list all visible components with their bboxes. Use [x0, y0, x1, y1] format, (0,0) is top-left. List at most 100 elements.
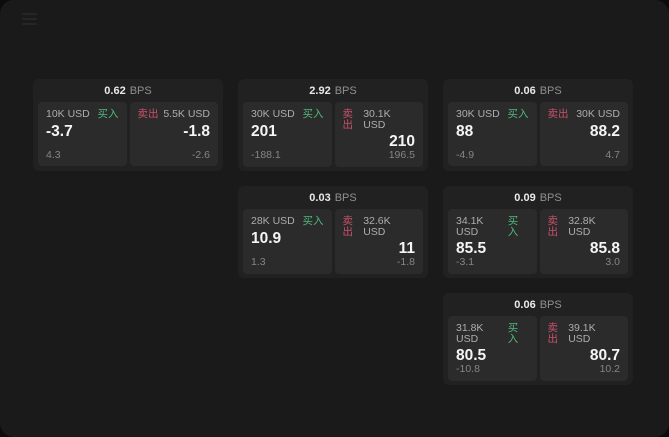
bps-unit-label: BPS: [334, 191, 357, 204]
menu-icon[interactable]: [22, 13, 37, 25]
buy-panel[interactable]: 34.1K USD 买入 85.5 -3.1: [448, 209, 537, 274]
buy-panel[interactable]: 30K USD 买入 88 -4.9: [448, 102, 537, 166]
bps-header: 0.03 BPS: [238, 186, 428, 209]
sell-side-label: 卖出: [547, 108, 569, 120]
bps-header: 0.06 BPS: [443, 293, 633, 316]
buy-panel[interactable]: 28K USD 买入 10.9 1.3: [243, 209, 332, 274]
sell-sub-value: 3.0: [605, 256, 620, 269]
sell-side-label: 卖出: [342, 108, 354, 131]
buy-side-label: 买入: [507, 108, 529, 120]
menu-icon-bar: [22, 18, 37, 20]
sell-side-label: 卖出: [137, 108, 159, 120]
buy-panel-top: 31.8K USD 买入: [456, 323, 529, 344]
buy-amount: 30K USD: [456, 108, 500, 120]
quote-column-1: 0.62 BPS 10K USD 买入 -3.7 4.3 卖出 5.5K USD: [33, 79, 223, 171]
buy-price: 201: [251, 122, 277, 140]
buy-price: -3.7: [46, 122, 73, 140]
buy-sub-value: -4.9: [456, 148, 475, 161]
buy-side-label: 买入: [507, 322, 519, 345]
buy-amount: 10K USD: [46, 108, 90, 120]
sell-panel[interactable]: 卖出 39.1K USD 80.7 10.2: [539, 316, 628, 381]
buy-amount: 30K USD: [251, 108, 295, 120]
sell-amount: 32.8K USD: [568, 215, 596, 238]
bps-value: 0.06: [514, 298, 536, 311]
bps-unit-label: BPS: [129, 84, 152, 97]
buy-price: 80.5: [456, 347, 487, 364]
sell-panel[interactable]: 卖出 30.1K USD 210 196.5: [334, 102, 423, 167]
buy-side-label: 买入: [302, 108, 324, 120]
bps-unit-label: BPS: [539, 191, 562, 204]
menu-icon-bar: [22, 23, 37, 25]
bps-value: 0.09: [514, 191, 536, 204]
sell-panel-top: 卖出 32.8K USD: [548, 216, 621, 237]
buy-panel-top: 10K USD 买入: [46, 109, 119, 120]
buy-panel-top: 34.1K USD 买入: [456, 216, 529, 237]
buy-sub-value: 1.3: [251, 256, 266, 269]
buy-panel[interactable]: 10K USD 买入 -3.7 4.3: [38, 102, 127, 166]
buy-panel[interactable]: 30K USD 买入 201 -188.1: [243, 102, 332, 167]
buy-price: 10.9: [251, 229, 282, 247]
quote-panels: 28K USD 买入 10.9 1.3 卖出 32.6K USD 11 -1.8: [238, 209, 428, 279]
buy-amount: 28K USD: [251, 215, 295, 227]
sell-amount: 5.5K USD: [163, 108, 210, 120]
quote-card: 0.09 BPS 34.1K USD 买入 85.5 -3.1 卖出 32.8K…: [443, 186, 633, 278]
buy-sub-value: -3.1: [456, 256, 475, 269]
buy-side-label: 买入: [97, 108, 119, 120]
buy-panel-top: 28K USD 买入: [251, 216, 324, 227]
bps-value: 0.06: [514, 84, 536, 97]
sell-side-label: 卖出: [547, 215, 559, 238]
buy-side-label: 买入: [302, 215, 324, 227]
bps-unit-label: BPS: [539, 298, 562, 311]
bps-header: 2.92 BPS: [238, 79, 428, 102]
bps-unit-label: BPS: [334, 84, 357, 97]
sell-price: -1.8: [183, 122, 210, 140]
sell-panel-top: 卖出 39.1K USD: [548, 323, 621, 344]
sell-price: 210: [389, 133, 415, 150]
sell-side-label: 卖出: [342, 215, 354, 238]
buy-sub-value: -10.8: [456, 363, 480, 376]
buy-amount: 34.1K USD: [456, 215, 484, 238]
sell-panel[interactable]: 卖出 32.6K USD 11 -1.8: [334, 209, 423, 274]
quote-card: 0.62 BPS 10K USD 买入 -3.7 4.3 卖出 5.5K USD: [33, 79, 223, 171]
sell-panel-top: 卖出 30.1K USD: [343, 109, 416, 130]
sell-amount: 30K USD: [576, 108, 620, 120]
sell-panel-top: 卖出 32.6K USD: [343, 216, 416, 237]
quote-panels: 30K USD 买入 201 -188.1 卖出 30.1K USD 210 1…: [238, 102, 428, 172]
sell-sub-value: -1.8: [396, 256, 415, 269]
sell-sub-value: 196.5: [388, 149, 415, 162]
sell-panel[interactable]: 卖出 5.5K USD -1.8 -2.6: [129, 102, 218, 166]
quote-column-2: 2.92 BPS 30K USD 买入 201 -188.1 卖出 30.1K …: [238, 79, 428, 278]
quote-panels: 31.8K USD 买入 80.5 -10.8 卖出 39.1K USD 80.…: [443, 316, 633, 386]
sell-sub-value: 4.7: [605, 148, 620, 161]
bps-value: 0.62: [104, 84, 126, 97]
quote-panels: 10K USD 买入 -3.7 4.3 卖出 5.5K USD -1.8 -2.…: [33, 102, 223, 171]
quote-card: 0.06 BPS 31.8K USD 买入 80.5 -10.8 卖出 39.1…: [443, 293, 633, 385]
sell-price: 85.8: [589, 240, 620, 257]
sell-sub-value: -2.6: [191, 148, 210, 161]
sell-panel[interactable]: 卖出 32.8K USD 85.8 3.0: [539, 209, 628, 274]
buy-amount: 31.8K USD: [456, 322, 484, 345]
buy-panel[interactable]: 31.8K USD 买入 80.5 -10.8: [448, 316, 537, 381]
sell-amount: 30.1K USD: [363, 108, 391, 131]
buy-sub-value: 4.3: [46, 148, 61, 161]
buy-panel-top: 30K USD 买入: [251, 109, 324, 120]
bps-header: 0.62 BPS: [33, 79, 223, 102]
buy-side-label: 买入: [507, 215, 519, 238]
sell-amount: 39.1K USD: [568, 322, 596, 345]
sell-panel-top: 卖出 5.5K USD: [138, 109, 211, 120]
quote-panels: 30K USD 买入 88 -4.9 卖出 30K USD 88.2 4.7: [443, 102, 633, 171]
sell-sub-value: 10.2: [599, 363, 620, 376]
quote-card: 2.92 BPS 30K USD 买入 201 -188.1 卖出 30.1K …: [238, 79, 428, 171]
quote-card: 0.03 BPS 28K USD 买入 10.9 1.3 卖出 32.6K US…: [238, 186, 428, 278]
buy-price: 88: [456, 122, 474, 140]
bps-header: 0.06 BPS: [443, 79, 633, 102]
sell-panel-top: 卖出 30K USD: [548, 109, 621, 120]
quote-card: 0.06 BPS 30K USD 买入 88 -4.9 卖出 30K USD: [443, 79, 633, 171]
sell-amount: 32.6K USD: [363, 215, 391, 238]
buy-price: 85.5: [456, 240, 487, 257]
bps-value: 2.92: [309, 84, 331, 97]
bps-value: 0.03: [309, 191, 331, 204]
sell-panel[interactable]: 卖出 30K USD 88.2 4.7: [539, 102, 628, 166]
menu-icon-bar: [22, 13, 37, 15]
